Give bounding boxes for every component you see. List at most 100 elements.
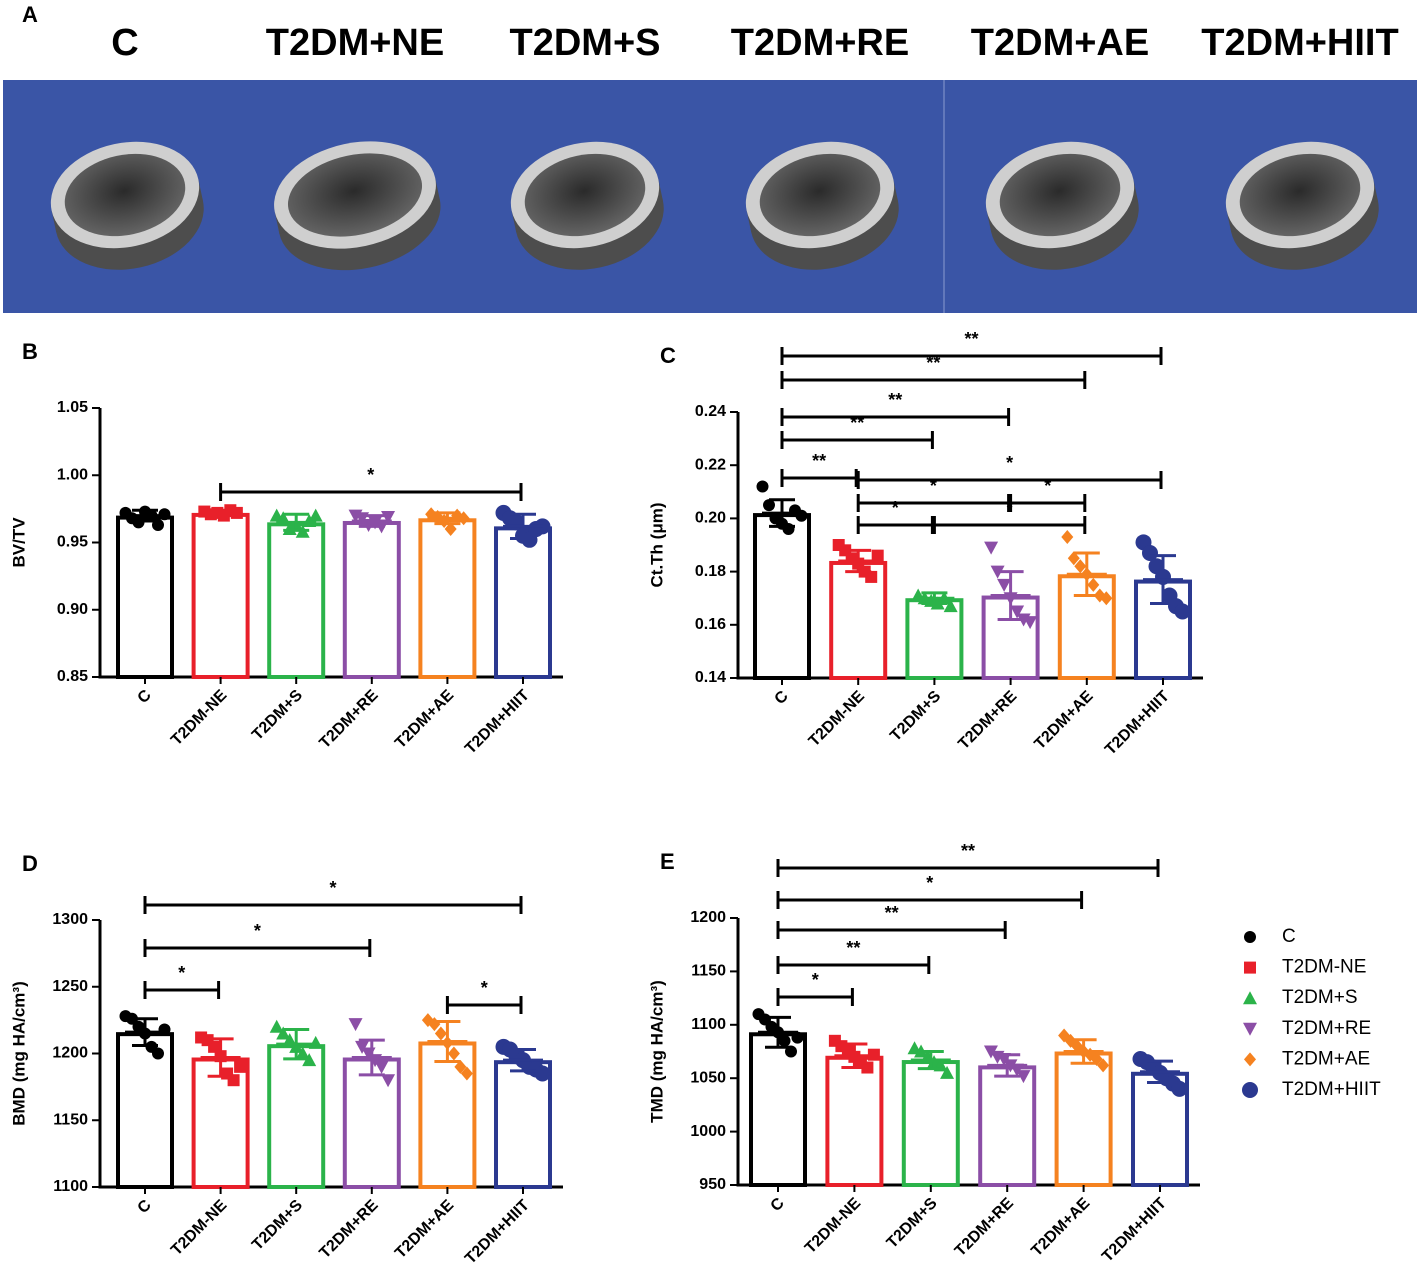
x-tick-label: T2DM+S bbox=[249, 1197, 306, 1254]
bar bbox=[116, 515, 174, 679]
x-tick-label: T2DM+S bbox=[887, 688, 944, 745]
bone bbox=[510, 141, 664, 270]
y-tick-label: 1200 bbox=[52, 1045, 88, 1062]
significance-label: * bbox=[481, 978, 488, 998]
y-axis-label: Ct.Th (μm) bbox=[647, 503, 666, 588]
x-tick-label: C bbox=[135, 686, 156, 707]
data-point bbox=[158, 1023, 171, 1036]
x-tick-label: T2DM+HIIT bbox=[462, 687, 533, 758]
data-point bbox=[1087, 577, 1100, 592]
significance-label: * bbox=[926, 873, 933, 893]
y-axis-label: BV/TV bbox=[9, 517, 28, 568]
panel-letter: E bbox=[660, 849, 675, 874]
data-point bbox=[1067, 551, 1080, 566]
data-point bbox=[534, 1065, 551, 1082]
legend-marker bbox=[1244, 961, 1256, 974]
data-point bbox=[943, 599, 958, 613]
data-point bbox=[1097, 1058, 1110, 1073]
bar bbox=[825, 1055, 884, 1187]
significance-label: ** bbox=[885, 903, 899, 923]
y-tick-label: 0.14 bbox=[695, 669, 726, 686]
data-point bbox=[1074, 559, 1087, 574]
y-tick-label: 1.00 bbox=[57, 466, 88, 483]
data-point bbox=[276, 1026, 291, 1040]
significance-label: ** bbox=[812, 451, 826, 471]
data-point bbox=[374, 1060, 389, 1074]
y-axis-label: TMD (mg HA/cm³) bbox=[647, 980, 666, 1123]
x-tick-label: T2DM+HIIT bbox=[1102, 688, 1173, 759]
y-axis-label: BMD (mg HA/cm³) bbox=[9, 981, 28, 1126]
data-point bbox=[983, 1045, 998, 1059]
bone-images bbox=[50, 141, 1379, 271]
y-tick-label: 0.16 bbox=[695, 616, 726, 633]
data-point bbox=[308, 508, 323, 522]
bar bbox=[267, 522, 326, 680]
x-tick-label: T2DM+HIIT bbox=[1099, 1195, 1170, 1266]
bar bbox=[494, 526, 552, 679]
significance-label: * bbox=[254, 921, 261, 941]
data-point bbox=[444, 522, 457, 537]
data-point bbox=[763, 499, 775, 512]
y-tick-label: 0.90 bbox=[57, 601, 88, 618]
y-tick-label: 0.95 bbox=[57, 534, 88, 551]
y-tick-label: 1.05 bbox=[57, 399, 88, 416]
x-tick-label: T2DM+RE bbox=[316, 687, 381, 752]
legend-marker bbox=[1244, 931, 1256, 943]
bone-cavity bbox=[1239, 153, 1361, 237]
panel-letter: C bbox=[660, 343, 676, 368]
data-point bbox=[791, 1031, 804, 1044]
x-tick-label: T2DM+HIIT bbox=[462, 1197, 533, 1268]
data-point bbox=[940, 1065, 955, 1079]
legend-marker bbox=[1242, 1082, 1258, 1098]
significance-label: * bbox=[930, 476, 937, 496]
y-tick-label: 0.20 bbox=[695, 510, 726, 527]
data-point bbox=[348, 1018, 363, 1032]
image-label: T2DM+AE bbox=[971, 22, 1149, 64]
image-label: T2DM+HIIT bbox=[1201, 22, 1398, 64]
data-point bbox=[1016, 1070, 1031, 1084]
y-tick-label: 950 bbox=[699, 1176, 726, 1193]
x-tick-label: T2DM-NE bbox=[802, 1195, 865, 1258]
data-point bbox=[778, 1034, 791, 1047]
y-tick-label: 1100 bbox=[53, 1178, 88, 1195]
data-point bbox=[1010, 605, 1025, 619]
x-tick-label: C bbox=[768, 1194, 789, 1215]
x-tick-label: C bbox=[772, 687, 793, 708]
panel-letter: A bbox=[22, 2, 38, 27]
legend-marker bbox=[1243, 991, 1257, 1005]
x-tick-label: T2DM+AE bbox=[392, 687, 457, 752]
legend-label: C bbox=[1282, 926, 1296, 947]
data-point bbox=[308, 1035, 323, 1049]
bone bbox=[274, 141, 441, 271]
y-tick-label: 1150 bbox=[691, 963, 726, 980]
x-tick-label: T2DM-NE bbox=[168, 687, 231, 750]
bone-cavity bbox=[524, 153, 646, 237]
bone-cavity bbox=[64, 153, 186, 237]
significance-label: ** bbox=[961, 841, 975, 861]
legend-label: T2DM+HIIT bbox=[1282, 1079, 1381, 1100]
x-tick-label: C bbox=[135, 1196, 156, 1217]
y-tick-label: 1000 bbox=[690, 1123, 726, 1140]
data-point bbox=[460, 1066, 473, 1081]
legend-label: T2DM+RE bbox=[1282, 1018, 1371, 1039]
legend-label: T2DM+S bbox=[1282, 987, 1358, 1008]
bar bbox=[829, 560, 888, 681]
data-point bbox=[295, 1046, 310, 1060]
data-point bbox=[782, 523, 795, 536]
bar bbox=[753, 513, 811, 681]
x-tick-label: T2DM+RE bbox=[952, 1195, 1017, 1260]
significance-label: ** bbox=[846, 938, 860, 958]
x-tick-label: T2DM-NE bbox=[806, 688, 869, 751]
significance-label: * bbox=[329, 878, 336, 898]
data-point bbox=[984, 541, 999, 555]
data-point bbox=[1061, 530, 1074, 545]
bar bbox=[267, 1044, 326, 1190]
x-tick-label: T2DM+AE bbox=[1031, 688, 1096, 753]
data-point bbox=[865, 570, 878, 583]
data-point bbox=[1100, 591, 1113, 606]
data-point bbox=[381, 1074, 396, 1088]
bone-cavity bbox=[287, 153, 423, 237]
data-point bbox=[795, 509, 808, 522]
data-point bbox=[1023, 616, 1038, 630]
